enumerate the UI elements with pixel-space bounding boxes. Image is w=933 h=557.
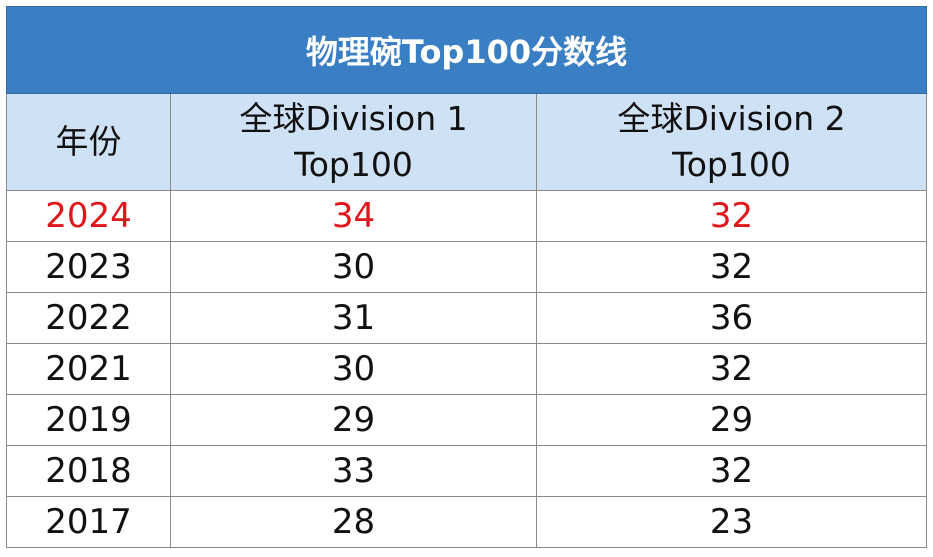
cell-division-1: 28 (170, 496, 537, 548)
cell-year: 2019 (6, 394, 171, 446)
cell-division-1: 31 (170, 292, 537, 344)
table-row: 2019 29 29 (6, 394, 928, 446)
header-division-1-line1: 全球Division 1 (239, 99, 468, 138)
header-year: 年份 (6, 93, 171, 191)
header-division-1-line2: Top100 (294, 145, 413, 184)
table-title: 物理碗Top100分数线 (5, 6, 928, 94)
cell-division-1: 33 (170, 445, 537, 497)
table-row: 2017 28 23 (6, 496, 928, 548)
header-row: 年份 全球Division 1 Top100 全球Division 2 Top1… (6, 93, 928, 191)
header-division-2-line2: Top100 (672, 145, 791, 184)
score-table: 物理碗Top100分数线 年份 全球Division 1 Top100 全球Di… (5, 6, 928, 548)
header-division-1: 全球Division 1 Top100 (170, 93, 537, 191)
table-body: 2024 34 32 2023 30 32 2022 31 36 2021 30… (6, 190, 928, 548)
cell-division-1: 34 (170, 190, 537, 242)
table-row: 2023 30 32 (6, 241, 928, 293)
cell-division-2: 36 (535, 292, 928, 344)
cell-year: 2022 (6, 292, 171, 344)
title-row: 物理碗Top100分数线 (5, 6, 928, 94)
cell-division-1: 30 (170, 343, 537, 395)
cell-division-1: 30 (170, 241, 537, 293)
cell-division-2: 23 (535, 496, 928, 548)
cell-year: 2021 (6, 343, 171, 395)
score-table-container: 物理碗Top100分数线 年份 全球Division 1 Top100 全球Di… (5, 6, 928, 548)
header-division-2: 全球Division 2 Top100 (535, 93, 928, 191)
cell-year: 2024 (6, 190, 171, 242)
cell-year: 2023 (6, 241, 171, 293)
cell-division-2: 32 (535, 445, 928, 497)
table-row: 2024 34 32 (6, 190, 928, 242)
cell-year: 2018 (6, 445, 171, 497)
cell-division-1: 29 (170, 394, 537, 446)
header-division-2-line1: 全球Division 2 (617, 99, 846, 138)
cell-division-2: 32 (535, 343, 928, 395)
cell-division-2: 29 (535, 394, 928, 446)
cell-division-2: 32 (535, 190, 928, 242)
cell-division-2: 32 (535, 241, 928, 293)
table-row: 2021 30 32 (6, 343, 928, 395)
table-row: 2018 33 32 (6, 445, 928, 497)
table-row: 2022 31 36 (6, 292, 928, 344)
cell-year: 2017 (6, 496, 171, 548)
